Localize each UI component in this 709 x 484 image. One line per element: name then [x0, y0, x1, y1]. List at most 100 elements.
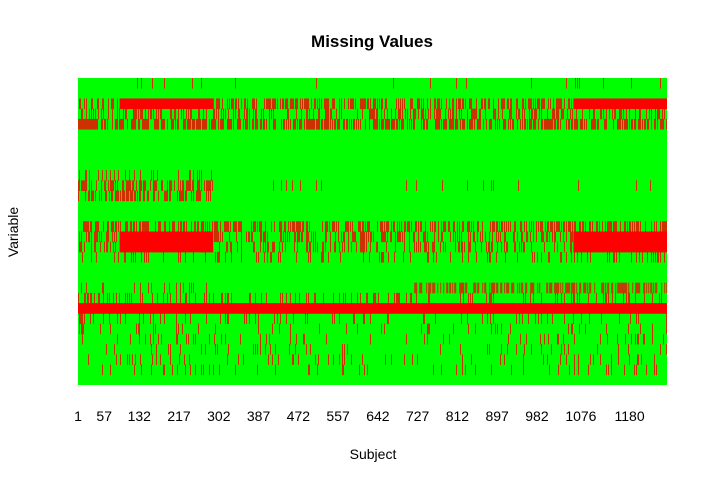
- missing-cell: [425, 108, 426, 120]
- missing-cell: [657, 231, 658, 243]
- missing-cell: [447, 282, 449, 294]
- missing-cell: [501, 323, 502, 335]
- missing-cell: [172, 231, 173, 243]
- missing-cell: [292, 180, 294, 191]
- missing-cell: [653, 231, 654, 243]
- missing-cell: [541, 118, 542, 130]
- missing-cell: [354, 313, 355, 324]
- missing-cell: [650, 180, 652, 191]
- missing-cell: [280, 251, 281, 263]
- missing-cell: [189, 292, 190, 304]
- missing-cell: [342, 241, 343, 253]
- missing-cell: [489, 118, 490, 130]
- missing-cell: [538, 313, 539, 324]
- missing-cell: [641, 354, 642, 365]
- missing-cell: [352, 221, 353, 232]
- missing-cell: [628, 344, 629, 355]
- missing-cell: [325, 221, 326, 232]
- missing-cell: [621, 108, 622, 120]
- missing-cell: [144, 221, 145, 232]
- missing-cell: [261, 108, 262, 120]
- missing-cell: [85, 190, 86, 202]
- missing-cell: [162, 180, 163, 191]
- missing-cell: [289, 344, 290, 355]
- missing-cell: [620, 282, 622, 294]
- missing-cell: [308, 292, 309, 304]
- missing-cell: [615, 292, 616, 304]
- missing-cell: [184, 231, 185, 243]
- missing-cell: [201, 221, 202, 232]
- missing-cell: [183, 282, 184, 294]
- missing-cell: [518, 180, 520, 191]
- missing-cell: [449, 333, 450, 345]
- missing-cell: [540, 333, 541, 345]
- missing-cell: [548, 251, 549, 263]
- missing-cell: [227, 221, 228, 232]
- missing-cell: [217, 251, 218, 263]
- missing-cell: [197, 118, 198, 130]
- missing-cell: [120, 354, 121, 365]
- missing-cell: [527, 118, 528, 130]
- missing-cell: [110, 364, 111, 376]
- missing-cell: [400, 231, 401, 243]
- missing-cell: [101, 180, 102, 191]
- missing-cell: [191, 108, 192, 120]
- missing-cell: [231, 292, 232, 304]
- missing-cell: [159, 231, 160, 243]
- missing-cell: [580, 118, 581, 130]
- missing-cell: [308, 118, 309, 130]
- missing-cell: [432, 221, 433, 232]
- missing-cell: [498, 108, 499, 120]
- missing-cell: [443, 118, 444, 130]
- missing-cell: [190, 170, 191, 181]
- missing-cell: [664, 251, 665, 263]
- missing-cell: [557, 333, 558, 345]
- missing-cell: [227, 241, 228, 253]
- missing-cell: [235, 98, 236, 110]
- missing-cell: [568, 118, 569, 130]
- missing-cell: [396, 292, 397, 304]
- missing-cell: [434, 241, 435, 253]
- missing-cell: [502, 108, 503, 120]
- missing-cell: [143, 190, 144, 202]
- missing-cell: [201, 180, 202, 191]
- missing-cell: [123, 190, 124, 202]
- missing-cell: [363, 221, 364, 232]
- missing-cell: [201, 170, 202, 181]
- missing-cell: [516, 98, 517, 110]
- missing-cell: [453, 323, 454, 335]
- missing-cell: [88, 231, 89, 243]
- missing-cell: [99, 190, 100, 202]
- missing-cell: [322, 118, 323, 130]
- missing-cell: [550, 221, 551, 232]
- missing-cell: [462, 221, 463, 232]
- missing-cell: [382, 221, 383, 232]
- missing-cell: [338, 221, 339, 232]
- missing-cell: [206, 282, 207, 294]
- missing-cell: [88, 354, 89, 365]
- missing-cell: [469, 118, 470, 130]
- missing-cell: [306, 118, 307, 130]
- missing-cell: [238, 221, 239, 232]
- missing-cell: [658, 108, 659, 120]
- missing-cell: [643, 282, 645, 294]
- missing-cell: [174, 180, 175, 191]
- missing-cell: [428, 241, 429, 253]
- missing-cell: [257, 364, 258, 376]
- missing-cell: [195, 333, 196, 345]
- missing-cell: [388, 221, 389, 232]
- missing-cell: [126, 221, 127, 232]
- missing-cell: [459, 241, 460, 253]
- missing-cell: [546, 231, 547, 243]
- missing-cell: [131, 118, 132, 130]
- missing-cell: [103, 98, 104, 110]
- missing-cell: [482, 98, 483, 110]
- missing-cell: [98, 292, 99, 304]
- missing-cell: [176, 323, 177, 335]
- missing-cell: [81, 118, 82, 130]
- missing-cell: [243, 118, 244, 130]
- missing-cell: [614, 108, 615, 120]
- missing-cell: [150, 108, 151, 120]
- missing-cell: [237, 118, 238, 130]
- missing-cell: [443, 221, 444, 232]
